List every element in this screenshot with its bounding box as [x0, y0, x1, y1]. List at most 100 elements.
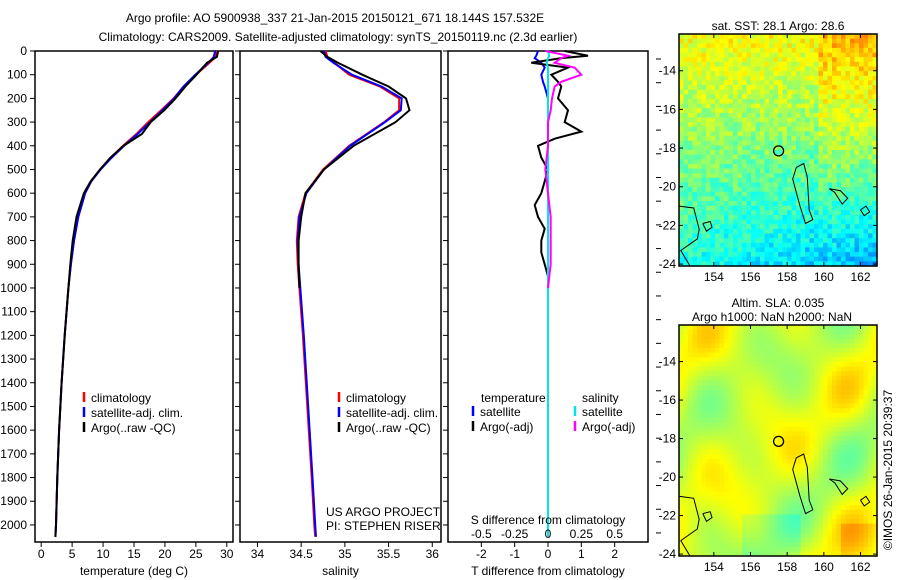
map-cell: [692, 551, 698, 557]
map-cell: [859, 435, 865, 442]
map-cell: [814, 252, 820, 258]
map-cell: [742, 394, 748, 400]
map-cell: [715, 514, 721, 520]
map-cell: [778, 505, 784, 511]
map-cell: [724, 112, 730, 119]
map-cell: [845, 215, 851, 221]
map-cell: [683, 551, 689, 557]
map-cell: [868, 389, 874, 395]
map-cell: [823, 154, 829, 160]
map-cell: [706, 486, 712, 492]
map-cell: [872, 215, 878, 221]
map-cell: [719, 163, 725, 170]
map-cell: [850, 210, 856, 216]
map-cell: [823, 403, 829, 409]
map-cell: [728, 426, 734, 432]
map-cell: [679, 500, 685, 506]
map-cell: [683, 52, 689, 58]
map-cell: [832, 238, 838, 244]
map-cell: [796, 247, 802, 253]
map-cell: [800, 242, 806, 248]
map-cell: [719, 403, 725, 409]
map-cell: [782, 394, 788, 400]
map-cell: [701, 52, 707, 58]
map-cell: [823, 417, 829, 423]
map-cell: [787, 348, 793, 354]
map-cell: [751, 463, 757, 469]
map-cell: [841, 398, 847, 405]
map-cell: [845, 80, 851, 86]
map-cell: [868, 154, 874, 160]
map-cell: [683, 94, 689, 100]
map-cell: [733, 61, 739, 67]
map-cell: [841, 182, 847, 188]
map-cell: [764, 108, 770, 114]
legend-label: satellite-adj. clim.: [346, 406, 438, 420]
map-cell: [782, 173, 788, 179]
map-cell: [854, 343, 860, 349]
map-cell: [701, 71, 707, 77]
map-cell: [836, 126, 842, 132]
map-cell: [841, 224, 847, 230]
map-cell: [863, 389, 869, 395]
map-cell: [791, 491, 797, 497]
map-cell: [755, 546, 761, 552]
map-cell: [742, 537, 748, 543]
legend-label: satellite: [582, 405, 623, 419]
map-cell: [710, 182, 716, 188]
map-cell: [845, 495, 851, 502]
map-cell: [845, 261, 851, 267]
map-cell: [764, 89, 770, 95]
map-cell: [769, 523, 775, 529]
map-cell: [800, 219, 806, 225]
map-cell: [845, 159, 851, 165]
map-cell: [710, 440, 716, 446]
map-cell: [733, 196, 739, 202]
map-cell: [868, 338, 874, 345]
map-cell: [683, 173, 689, 179]
map-cell: [728, 519, 734, 525]
map-cell: [814, 491, 820, 497]
map-cell: [778, 233, 784, 239]
map-cell: [751, 422, 757, 428]
map-cell: [692, 85, 698, 91]
map-cell: [692, 514, 698, 520]
map-cell: [688, 482, 694, 488]
map-cell: [832, 242, 838, 248]
map-cell: [773, 205, 779, 211]
map-cell: [683, 47, 689, 54]
map-cell: [805, 210, 811, 216]
map-cell: [773, 357, 779, 363]
map-cell: [827, 343, 833, 349]
map-cell: [715, 412, 721, 418]
map-cell: [841, 352, 847, 358]
map-cell: [737, 233, 743, 239]
map-cell: [742, 454, 748, 460]
map-cell: [863, 75, 869, 81]
map-cell: [841, 422, 847, 428]
map-cell: [706, 463, 712, 469]
map-cell: [719, 472, 725, 478]
map-cell: [841, 343, 847, 349]
map-cell: [859, 242, 865, 248]
map-cell: [683, 34, 689, 40]
map-cell: [697, 71, 703, 77]
map-cell: [719, 187, 725, 193]
map-cell: [773, 422, 779, 428]
map-cell: [796, 261, 802, 267]
map-cell: [742, 408, 748, 414]
map-cell: [692, 201, 698, 207]
map-cell: [683, 71, 689, 77]
map-cell: [805, 252, 811, 258]
map-cell: [683, 435, 689, 442]
map-cell: [778, 256, 784, 262]
map-cell: [836, 338, 842, 345]
map-cell: [715, 528, 721, 534]
map-cell: [818, 89, 824, 95]
map-cell: [710, 99, 716, 105]
map-cell: [683, 136, 689, 142]
map-cell: [823, 57, 829, 63]
map-cell: [710, 34, 716, 40]
map-cell: [728, 408, 734, 414]
map-cell: [782, 329, 788, 335]
